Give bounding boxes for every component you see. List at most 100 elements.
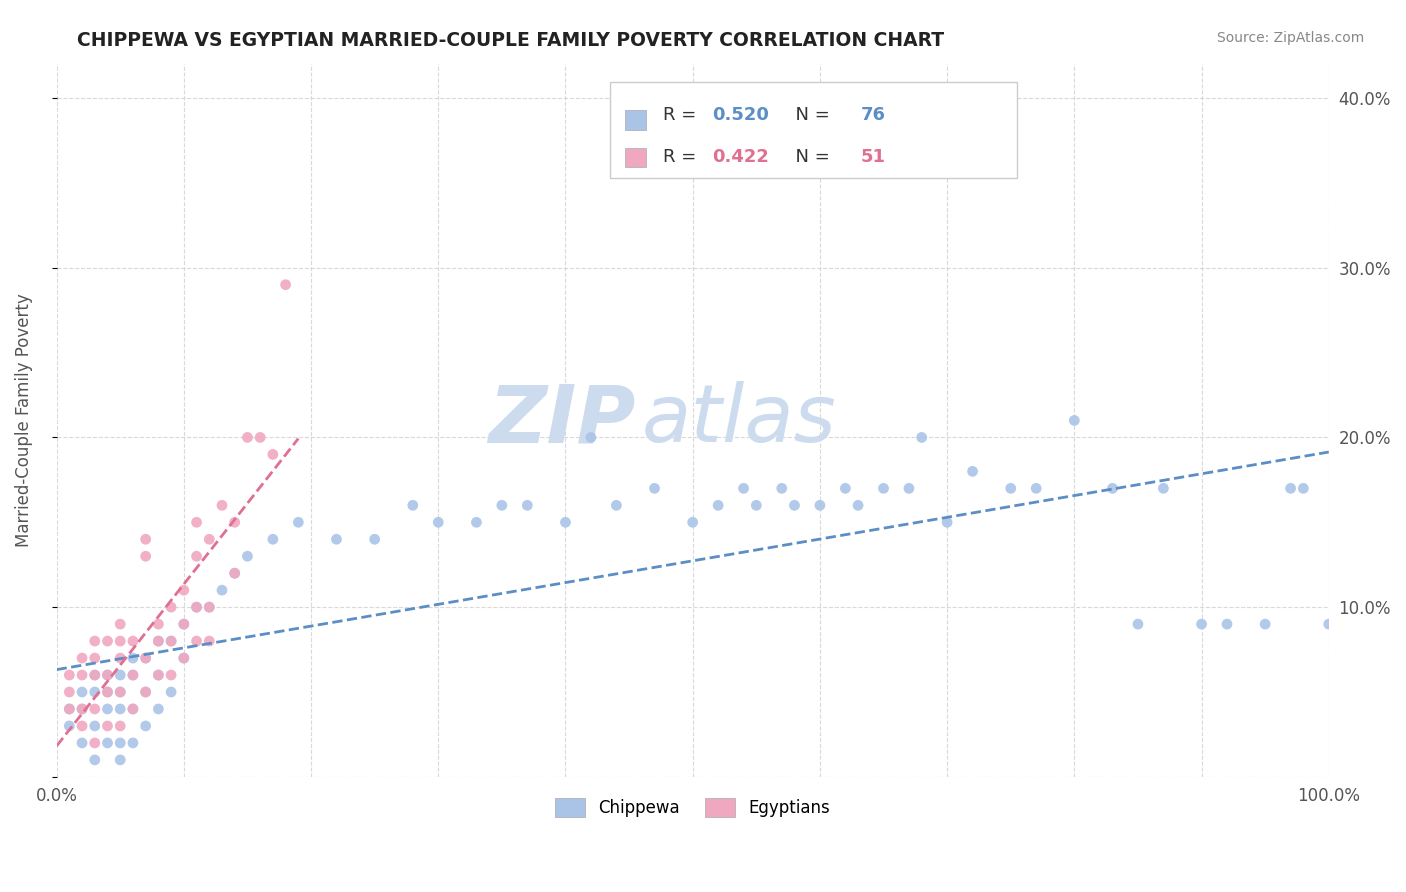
Point <box>122 634 145 648</box>
Point <box>122 668 145 682</box>
Point <box>173 583 195 598</box>
Point <box>135 651 157 665</box>
Point <box>110 685 132 699</box>
Point <box>148 634 170 648</box>
Point <box>110 668 132 682</box>
Point <box>1126 617 1149 632</box>
Text: R =: R = <box>664 148 703 166</box>
Point <box>224 516 246 530</box>
Point <box>173 617 195 632</box>
Point <box>135 685 157 699</box>
Point <box>1152 481 1174 495</box>
Point <box>58 668 80 682</box>
Point <box>465 516 488 530</box>
Point <box>160 600 183 615</box>
Point <box>224 566 246 581</box>
Point <box>83 719 105 733</box>
Point <box>745 499 768 513</box>
Point <box>198 600 221 615</box>
Point <box>249 430 271 444</box>
Point <box>236 430 259 444</box>
Point <box>262 447 284 461</box>
Point <box>135 533 157 547</box>
Point <box>173 651 195 665</box>
Point <box>236 549 259 564</box>
Point <box>83 634 105 648</box>
Point <box>287 516 309 530</box>
Point <box>70 651 93 665</box>
Point <box>122 668 145 682</box>
Text: 0.422: 0.422 <box>711 148 769 166</box>
Point <box>148 668 170 682</box>
Point <box>1317 617 1340 632</box>
Text: CHIPPEWA VS EGYPTIAN MARRIED-COUPLE FAMILY POVERTY CORRELATION CHART: CHIPPEWA VS EGYPTIAN MARRIED-COUPLE FAMI… <box>77 31 945 50</box>
Point <box>110 702 132 716</box>
Text: 51: 51 <box>860 148 886 166</box>
Point <box>1000 481 1022 495</box>
Point <box>224 566 246 581</box>
Point <box>262 533 284 547</box>
Point <box>110 736 132 750</box>
Point <box>1279 481 1302 495</box>
Point <box>186 600 208 615</box>
Point <box>211 499 233 513</box>
FancyBboxPatch shape <box>610 82 1017 178</box>
Point <box>58 702 80 716</box>
Point <box>83 702 105 716</box>
Point <box>135 549 157 564</box>
Point <box>1025 481 1047 495</box>
Point <box>173 617 195 632</box>
Point <box>83 668 105 682</box>
Point <box>148 617 170 632</box>
Point <box>83 753 105 767</box>
Point <box>110 634 132 648</box>
Point <box>770 481 793 495</box>
Point <box>707 499 730 513</box>
Point <box>96 685 118 699</box>
Point <box>554 516 576 530</box>
Point <box>148 634 170 648</box>
Point <box>160 634 183 648</box>
Point <box>83 651 105 665</box>
Point <box>110 617 132 632</box>
Point <box>783 499 806 513</box>
Point <box>186 516 208 530</box>
Point <box>605 499 627 513</box>
Point <box>186 600 208 615</box>
Point <box>122 736 145 750</box>
Point <box>96 634 118 648</box>
Point <box>122 702 145 716</box>
Text: 0.520: 0.520 <box>711 106 769 124</box>
Point <box>211 583 233 598</box>
Text: atlas: atlas <box>641 382 837 459</box>
Point <box>682 516 704 530</box>
FancyBboxPatch shape <box>626 111 645 129</box>
Text: N =: N = <box>785 148 835 166</box>
Point <box>58 702 80 716</box>
Point <box>58 685 80 699</box>
Point <box>402 499 425 513</box>
FancyBboxPatch shape <box>626 148 645 168</box>
Point <box>644 481 666 495</box>
Point <box>198 600 221 615</box>
Point <box>110 719 132 733</box>
Point <box>516 499 538 513</box>
Point <box>122 651 145 665</box>
Point <box>96 685 118 699</box>
Point <box>427 516 450 530</box>
Point <box>110 753 132 767</box>
Point <box>198 634 221 648</box>
Point <box>274 277 297 292</box>
Point <box>808 499 831 513</box>
Legend: Chippewa, Egyptians: Chippewa, Egyptians <box>547 789 838 826</box>
Point <box>110 685 132 699</box>
Text: ZIP: ZIP <box>488 382 636 459</box>
Y-axis label: Married-Couple Family Poverty: Married-Couple Family Poverty <box>15 293 32 548</box>
Point <box>70 736 93 750</box>
Point <box>911 430 934 444</box>
Point <box>325 533 347 547</box>
Point <box>363 533 385 547</box>
Text: Source: ZipAtlas.com: Source: ZipAtlas.com <box>1216 31 1364 45</box>
Point <box>96 668 118 682</box>
Point <box>186 549 208 564</box>
